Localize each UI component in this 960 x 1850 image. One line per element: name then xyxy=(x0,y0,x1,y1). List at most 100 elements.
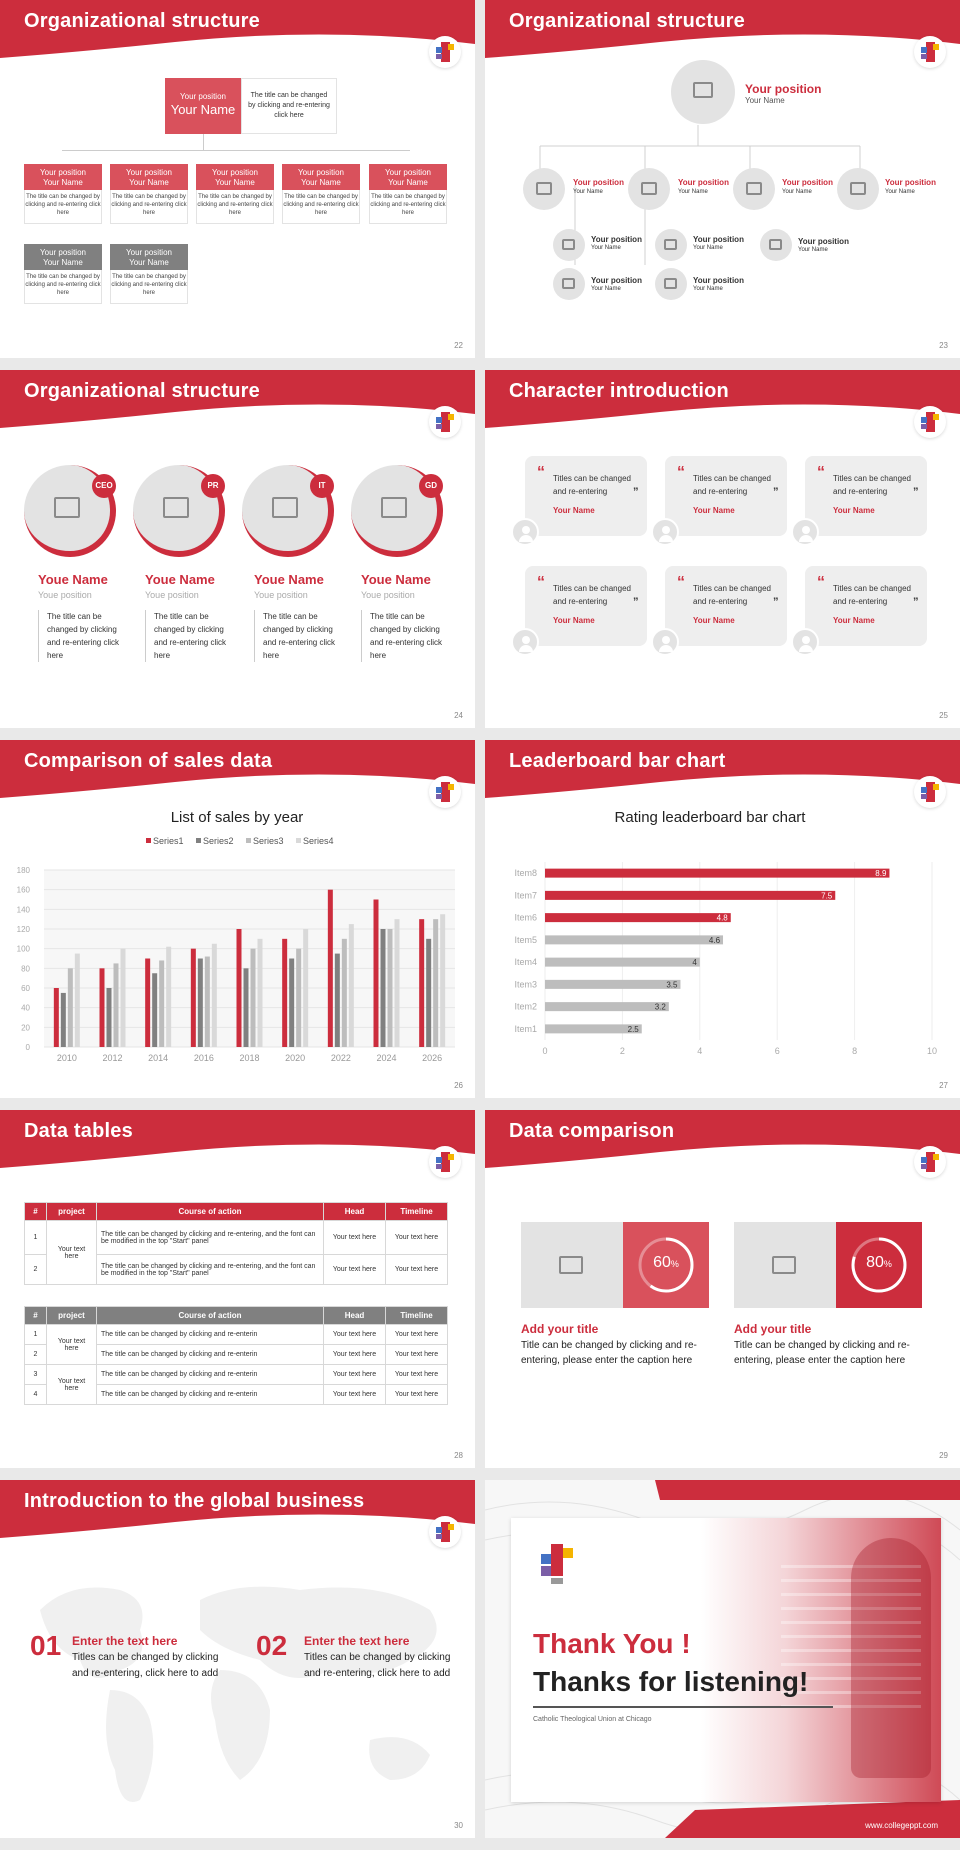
person-photo[interactable] xyxy=(242,465,334,557)
quote-name: Your Name xyxy=(833,506,875,515)
image-placeholder[interactable] xyxy=(521,1222,623,1308)
position-label: Your position xyxy=(782,178,833,187)
position-label: Your position xyxy=(212,168,258,177)
image-placeholder-icon[interactable] xyxy=(760,229,792,261)
table-cell: Your text here xyxy=(323,1384,386,1405)
quote-card[interactable]: “ Titles can be changed and re-entering … xyxy=(665,456,787,536)
position-box[interactable]: Your position Your Name xyxy=(110,164,188,190)
quote-card[interactable]: “ Titles can be changed and re-entering … xyxy=(805,566,927,646)
slide-thanks[interactable]: Thank You ! Thanks for listening! Cathol… xyxy=(485,1480,960,1838)
x-tick-label: 2 xyxy=(620,1046,625,1056)
name-label: Your Name xyxy=(678,189,708,195)
table-row[interactable]: 2 The title can be changed by clicking a… xyxy=(24,1254,448,1285)
image-placeholder[interactable] xyxy=(734,1222,836,1308)
bar xyxy=(99,968,105,1047)
quote-close-icon: ” xyxy=(633,486,639,498)
image-placeholder-icon[interactable] xyxy=(655,229,687,261)
y-tick-label: Item8 xyxy=(514,868,537,878)
col-header: # xyxy=(24,1306,47,1325)
table-cell: Your text here xyxy=(385,1220,448,1255)
slide-30[interactable]: Introduction to the global business 01 E… xyxy=(0,1480,475,1838)
image-placeholder-icon[interactable] xyxy=(837,168,879,210)
position-label: Your position xyxy=(591,276,642,285)
name-label: Your Name xyxy=(782,189,812,195)
page-number: 29 xyxy=(939,1451,948,1460)
position-box[interactable]: Your position Your Name xyxy=(282,164,360,190)
slide-title: Introduction to the global business xyxy=(24,1490,365,1512)
table-cell: Your text here xyxy=(385,1344,448,1365)
col-header: Course of action xyxy=(96,1202,324,1221)
college-logo-icon xyxy=(535,1544,577,1590)
item-desc: Title can be changed by clicking and re-… xyxy=(521,1340,697,1366)
position-box-gray[interactable]: Your position Your Name xyxy=(110,244,188,270)
quote-close-icon: ” xyxy=(773,596,779,608)
bar xyxy=(236,929,242,1047)
college-logo-icon xyxy=(429,406,461,438)
quote-card[interactable]: “ Titles can be changed and re-entering … xyxy=(525,456,647,536)
top-position-box[interactable]: Your position Your Name xyxy=(165,78,241,134)
x-tick-label: 2018 xyxy=(239,1053,259,1063)
data-table-1: # project Course of action Head Timeline… xyxy=(24,1202,448,1285)
y-tick-label: Item2 xyxy=(514,1002,537,1012)
progress-ring xyxy=(851,1237,907,1293)
quote-card[interactable]: “ Titles can be changed and re-entering … xyxy=(665,566,787,646)
page-number: 24 xyxy=(454,711,463,720)
slide-29[interactable]: Data comparison 60% Add your title Title… xyxy=(485,1110,960,1468)
role-badge: IT xyxy=(310,474,334,498)
top-desc: The title can be changed by clicking and… xyxy=(241,78,337,134)
legend-swatch xyxy=(246,838,251,843)
slide-26[interactable]: Comparison of sales data List of sales b… xyxy=(0,740,475,1098)
person-position: Youe position xyxy=(38,590,92,600)
image-placeholder-icon[interactable] xyxy=(733,168,775,210)
slide-22[interactable]: Organizational structure Your position Y… xyxy=(0,0,475,358)
item-number: 01 xyxy=(30,1630,62,1661)
legend-swatch xyxy=(196,838,201,843)
col-header: Head xyxy=(323,1306,386,1325)
image-placeholder-icon[interactable] xyxy=(553,229,585,261)
slide-27[interactable]: Leaderboard bar chart Rating leaderboard… xyxy=(485,740,960,1098)
table-row[interactable]: 3 Your text here The title can be change… xyxy=(24,1364,448,1405)
slide-header: Organizational structure xyxy=(0,0,475,60)
y-tick-label: Item7 xyxy=(514,890,537,900)
person-photo[interactable] xyxy=(133,465,225,557)
bar xyxy=(394,919,400,1047)
bar xyxy=(159,960,165,1047)
bar xyxy=(296,948,302,1047)
position-box[interactable]: Your position Your Name xyxy=(196,164,274,190)
table-cell: The title can be changed by clicking and… xyxy=(96,1254,324,1285)
bar xyxy=(152,973,158,1047)
y-tick-label: Item5 xyxy=(514,935,537,945)
slide-23[interactable]: Organizational structure Your position Y… xyxy=(485,0,960,358)
college-logo-icon xyxy=(914,406,946,438)
top-name-label: Your Name xyxy=(745,96,785,105)
quote-text: Titles can be changed and re-entering xyxy=(553,474,631,496)
position-box[interactable]: Your position Your Name xyxy=(369,164,447,190)
quote-card[interactable]: “ Titles can be changed and re-entering … xyxy=(805,456,927,536)
table-row[interactable]: 1 Your text here The title can be change… xyxy=(24,1324,448,1365)
position-box-gray[interactable]: Your position Your Name xyxy=(24,244,102,270)
image-placeholder-icon[interactable] xyxy=(523,168,565,210)
bar xyxy=(341,938,347,1047)
image-placeholder-icon[interactable] xyxy=(553,268,585,300)
slide-28[interactable]: Data tables # project Course of action H… xyxy=(0,1110,475,1468)
image-placeholder-icon[interactable] xyxy=(671,60,735,124)
quote-card[interactable]: “ Titles can be changed and re-entering … xyxy=(525,566,647,646)
position-desc: The title can be changed by clicking and… xyxy=(24,190,102,224)
table-row[interactable]: 1 Your text here The title can be change… xyxy=(24,1220,448,1285)
bar xyxy=(53,988,59,1047)
image-placeholder-icon[interactable] xyxy=(628,168,670,210)
position-label: Your position xyxy=(693,235,744,244)
table-row[interactable]: 4 The title can be changed by clicking a… xyxy=(24,1384,448,1405)
image-placeholder-icon[interactable] xyxy=(655,268,687,300)
bar xyxy=(545,868,890,878)
website-link[interactable]: www.collegeppt.com xyxy=(865,1821,938,1830)
table-cell: Your text here xyxy=(323,1220,386,1255)
x-tick-label: 2010 xyxy=(57,1053,77,1063)
position-box[interactable]: Your position Your Name xyxy=(24,164,102,190)
slide-24[interactable]: Organizational structure CEO Youe Name Y… xyxy=(0,370,475,728)
slide-25[interactable]: Character introduction “ Titles can be c… xyxy=(485,370,960,728)
y-tick-label: 140 xyxy=(17,905,31,914)
slide-header: Organizational structure xyxy=(485,0,960,60)
bar xyxy=(545,935,724,945)
top-name-label: Your Name xyxy=(170,102,236,117)
